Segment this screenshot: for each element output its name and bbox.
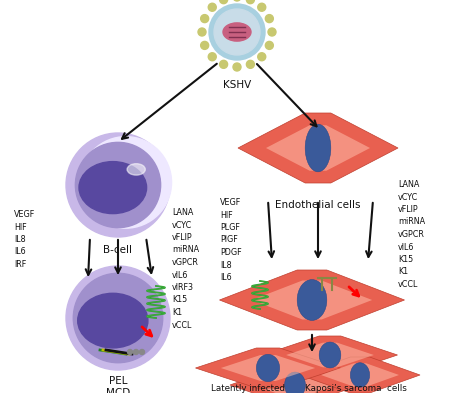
Circle shape xyxy=(233,63,241,71)
Text: KSHV: KSHV xyxy=(223,80,251,90)
Circle shape xyxy=(134,349,138,354)
Polygon shape xyxy=(266,125,370,171)
Circle shape xyxy=(66,133,170,237)
Circle shape xyxy=(75,142,161,228)
Circle shape xyxy=(201,41,209,50)
Polygon shape xyxy=(253,373,337,393)
Circle shape xyxy=(268,28,276,36)
Circle shape xyxy=(139,349,145,354)
Polygon shape xyxy=(238,113,398,183)
Circle shape xyxy=(209,4,265,60)
Text: LANA
vCYC
vFLIP
miRNA
vGPCR
vIL6
vIRF3
K15
K1
vCCL: LANA vCYC vFLIP miRNA vGPCR vIL6 vIRF3 K… xyxy=(172,208,199,329)
Circle shape xyxy=(214,9,260,55)
Ellipse shape xyxy=(284,372,305,393)
Text: Latently infected: Latently infected xyxy=(211,384,285,393)
Circle shape xyxy=(208,3,216,11)
Circle shape xyxy=(198,28,206,36)
Circle shape xyxy=(208,53,216,61)
Ellipse shape xyxy=(350,363,370,387)
Circle shape xyxy=(80,137,172,228)
Ellipse shape xyxy=(127,163,146,175)
Ellipse shape xyxy=(319,342,341,368)
Text: VEGF
HIF
IL8
IL6
IRF: VEGF HIF IL8 IL6 IRF xyxy=(14,210,35,269)
Text: B-cell: B-cell xyxy=(103,245,133,255)
Ellipse shape xyxy=(79,162,146,214)
Text: VEGF
HIF
PLGF
PIGF
PDGF
IL8
IL6: VEGF HIF PLGF PIGF PDGF IL8 IL6 xyxy=(220,198,242,282)
Circle shape xyxy=(219,61,228,68)
Circle shape xyxy=(73,273,163,363)
Polygon shape xyxy=(230,366,360,393)
Polygon shape xyxy=(321,363,399,387)
Circle shape xyxy=(233,0,241,1)
Circle shape xyxy=(265,15,273,23)
Polygon shape xyxy=(219,270,404,330)
Polygon shape xyxy=(195,348,340,388)
Circle shape xyxy=(128,349,133,354)
Text: Kaposi’s sarcoma  cells: Kaposi’s sarcoma cells xyxy=(305,384,407,393)
Circle shape xyxy=(219,0,228,4)
Text: LANA
vCYC
vFLIP
miRNA
vGPCR
vIL6
K15
K1
vCCL: LANA vCYC vFLIP miRNA vGPCR vIL6 K15 K1 … xyxy=(398,180,425,289)
Ellipse shape xyxy=(297,279,327,320)
Ellipse shape xyxy=(305,124,331,172)
Polygon shape xyxy=(221,355,315,381)
Circle shape xyxy=(246,61,255,68)
Ellipse shape xyxy=(223,23,251,41)
Circle shape xyxy=(66,266,170,370)
Ellipse shape xyxy=(78,293,148,348)
Polygon shape xyxy=(286,343,374,367)
Circle shape xyxy=(265,41,273,50)
Circle shape xyxy=(246,0,255,4)
Ellipse shape xyxy=(256,354,280,382)
Polygon shape xyxy=(300,357,420,393)
Circle shape xyxy=(201,15,209,23)
Text: PEL
MCD: PEL MCD xyxy=(106,376,130,393)
Text: Endothelial cells: Endothelial cells xyxy=(275,200,361,210)
Polygon shape xyxy=(263,336,398,374)
Polygon shape xyxy=(252,281,372,320)
Circle shape xyxy=(258,53,266,61)
Circle shape xyxy=(258,3,266,11)
